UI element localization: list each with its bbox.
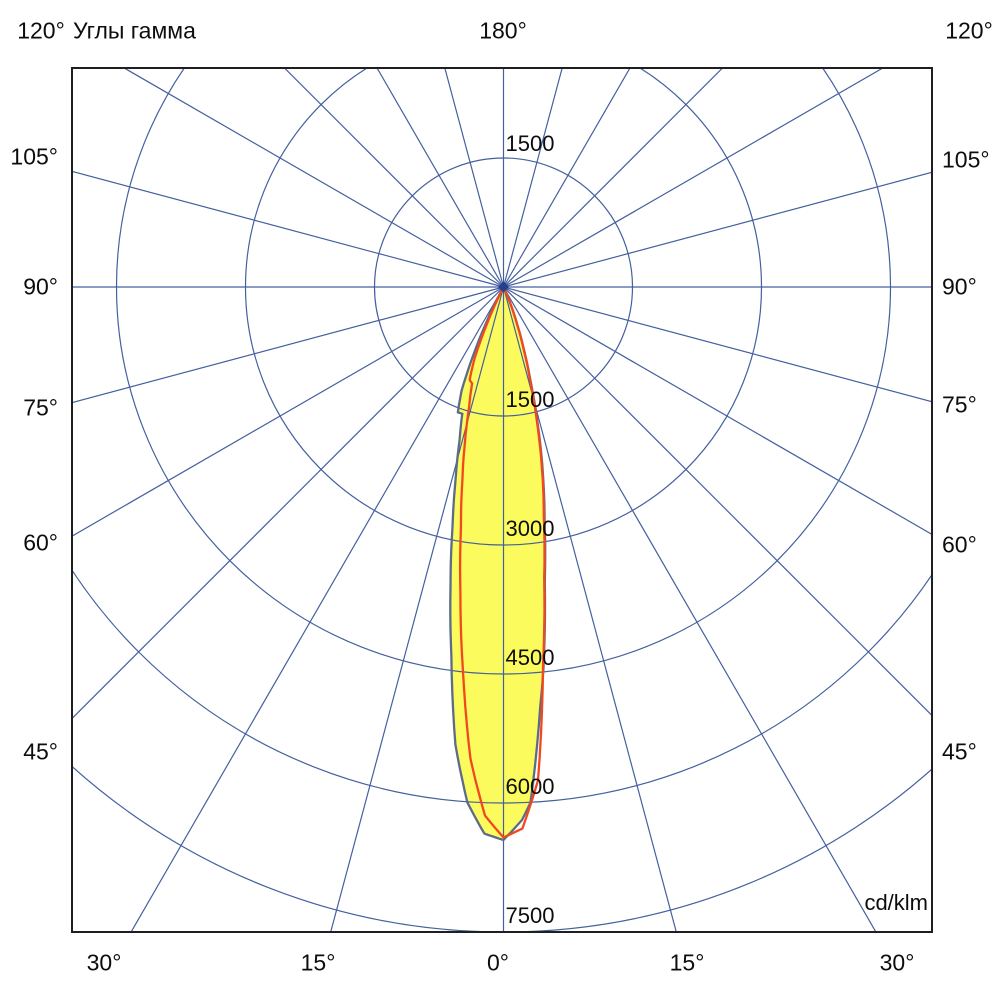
gamma-label-top-right-120: 120° xyxy=(945,17,993,44)
grid-ray-165 xyxy=(502,68,563,288)
gamma-label-right-75: 75° xyxy=(942,391,977,418)
gamma-label-top-left-120: 120° xyxy=(17,17,65,44)
grid-ray-120 xyxy=(503,68,885,288)
ring-label-7500: 7500 xyxy=(506,903,555,928)
grid-ray-45 xyxy=(503,286,932,717)
grid-ray-15 xyxy=(502,286,677,932)
grid-ray-240 xyxy=(122,68,504,288)
grid-ray-255 xyxy=(72,170,504,288)
origin-marker xyxy=(498,281,509,293)
beam-area-fill xyxy=(450,287,546,840)
gamma-label-left-90: 90° xyxy=(23,273,58,300)
grid-ray-285 xyxy=(72,286,504,404)
gamma-label-bottom-30r: 30° xyxy=(879,949,915,976)
diagram-title: Углы гамма xyxy=(73,17,196,44)
gamma-label-left-45: 45° xyxy=(23,738,58,765)
grid-ray-330 xyxy=(130,286,505,932)
grid-ray-60 xyxy=(503,286,932,536)
ring-label-1500: 1500 xyxy=(506,387,555,412)
grid-ray-75 xyxy=(503,286,932,403)
grid-ray-210 xyxy=(376,68,505,288)
gamma-label-right-45: 45° xyxy=(942,738,977,765)
grid-ray-300 xyxy=(72,286,504,537)
ring-label-6000: 6000 xyxy=(506,774,555,799)
gamma-label-top-180: 180° xyxy=(479,17,527,44)
grid-ray-315 xyxy=(72,286,504,720)
gamma-label-right-105: 105° xyxy=(942,146,990,173)
grid-ray-225 xyxy=(283,68,504,288)
gamma-label-left-105: 105° xyxy=(10,143,58,170)
grid-ray-150 xyxy=(502,68,631,288)
beam-curve-red xyxy=(458,284,546,839)
grid-ray-135 xyxy=(503,68,724,288)
gamma-label-left-75: 75° xyxy=(23,394,58,421)
gamma-label-bottom-15l: 15° xyxy=(300,949,336,976)
gamma-label-right-60: 60° xyxy=(942,531,977,558)
gamma-label-bottom-0: 0° xyxy=(487,949,509,976)
ring-label-upper-1500: 1500 xyxy=(506,131,555,156)
unit-label-cd-klm: cd/klm xyxy=(864,890,928,915)
gamma-label-bottom-15r: 15° xyxy=(669,949,705,976)
ring-label-4500: 4500 xyxy=(506,645,555,670)
grid-ray-30 xyxy=(502,286,877,932)
gamma-label-left-60: 60° xyxy=(23,529,58,556)
gamma-label-bottom-30l: 30° xyxy=(86,949,122,976)
gamma-label-right-90: 90° xyxy=(942,273,977,300)
grid-ray-195 xyxy=(444,68,505,288)
grid-ray-105 xyxy=(503,171,932,288)
grid-ray-345 xyxy=(330,286,505,932)
plot-border xyxy=(71,67,933,933)
ring-label-3000: 3000 xyxy=(506,516,555,541)
